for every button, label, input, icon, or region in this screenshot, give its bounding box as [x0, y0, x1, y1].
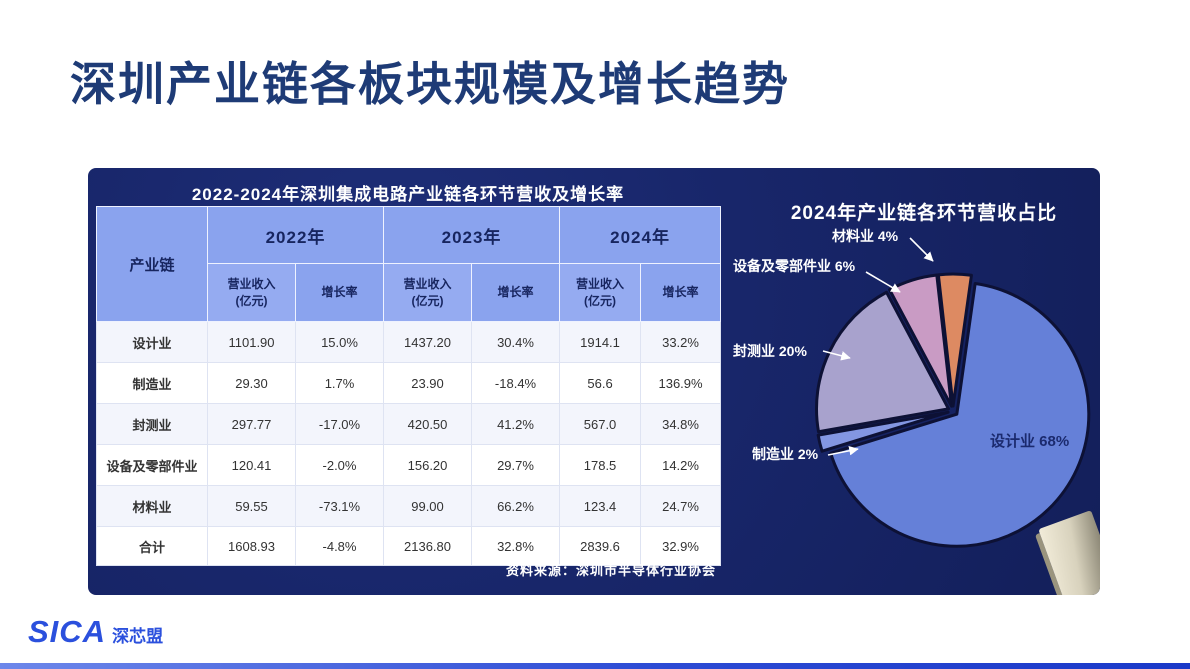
table-row-design: 设计业 1101.90 15.0% 1437.20 30.4% 1914.1 3… [96, 321, 722, 363]
cell: 制造业 [96, 362, 208, 404]
sub-header-revenue-2024: 营业收入 (亿元) [559, 263, 642, 322]
cell: 29.30 [207, 362, 296, 404]
cell: 24.7% [640, 485, 722, 527]
table-row-manufacturing: 制造业 29.30 1.7% 23.90 -18.4% 56.6 136.9% [96, 362, 722, 404]
logo-name-text: 深芯盟 [112, 627, 164, 646]
pie-label-design: 设计业 68% [990, 433, 1070, 450]
footer-logo: SICA 深芯盟 [28, 614, 163, 650]
table-row-material: 材料业 59.55 -73.1% 99.00 66.2% 123.4 24.7% [96, 485, 722, 527]
pie-label-equipment: 设备及零部件业 6% [733, 258, 856, 274]
cell: 420.50 [383, 403, 473, 445]
revenue-table: 产业链 2022年 2023年 2024年 营业收入 (亿元) 增长率 营业收入… [96, 206, 722, 566]
cell: 56.6 [559, 362, 642, 404]
cell: 32.9% [640, 526, 722, 566]
year-header-2023: 2023年 [383, 206, 561, 264]
table-row-equipment: 设备及零部件业 120.41 -2.0% 156.20 29.7% 178.5 … [96, 444, 722, 486]
cell: -73.1% [294, 485, 385, 527]
pie-label-manufacturing: 制造业 2% [752, 446, 819, 462]
cell: 封测业 [96, 403, 208, 445]
cell: 1914.1 [559, 321, 642, 363]
bottom-accent-bar [0, 663, 1190, 669]
callout-arrow-material [909, 237, 934, 262]
cell: 59.55 [207, 485, 296, 527]
year-header-2022: 2022年 [206, 206, 385, 264]
cell: 材料业 [96, 485, 208, 527]
cell: -17.0% [294, 403, 385, 445]
cell: 23.90 [383, 362, 473, 404]
cell: 567.0 [559, 403, 642, 445]
pie-slice-制造业 [816, 410, 950, 453]
cell: 合计 [96, 526, 208, 566]
col-header-chain: 产业链 [96, 206, 208, 322]
sub-header-growth-2024: 增长率 [640, 263, 722, 322]
year-header-2024: 2024年 [559, 206, 722, 264]
sub-header-growth-2022: 增长率 [294, 263, 385, 322]
cell: 14.2% [640, 444, 722, 486]
cell: 156.20 [383, 444, 473, 486]
logo-brand-text: SICA [28, 614, 107, 649]
pie-slice-设计业 [829, 282, 1091, 548]
cell: 2839.6 [559, 526, 642, 566]
cell: 15.0% [294, 321, 385, 363]
page-title: 深圳产业链各板块规模及增长趋势 [70, 58, 790, 110]
table-row-packaging: 封测业 297.77 -17.0% 420.50 41.2% 567.0 34.… [96, 403, 722, 445]
cell: 1437.20 [383, 321, 473, 363]
chart-panel: 2022-2024年深圳集成电路产业链各环节营收及增长率 产业链 2022年 2… [88, 168, 1100, 595]
cell: 99.00 [383, 485, 473, 527]
cell: -4.8% [294, 526, 385, 566]
pie-chart-title: 2024年产业链各环节营收占比 [790, 203, 1058, 224]
pie-label-packaging: 封测业 20% [733, 343, 807, 359]
table-header-row-sub: 营业收入 (亿元) 增长率 营业收入 (亿元) 增长率 营业收入 (亿元) 增长… [97, 263, 722, 322]
sub-header-revenue-2023: 营业收入 (亿元) [383, 263, 473, 322]
cell: 设备及零部件业 [96, 444, 208, 486]
cell: 1101.90 [207, 321, 296, 363]
cell: 29.7% [471, 444, 561, 486]
cell: 41.2% [471, 403, 561, 445]
pie-chart [815, 272, 1091, 548]
table-title: 2022-2024年深圳集成电路产业链各环节营收及增长率 [191, 185, 625, 204]
table-row-total: 合计 1608.93 -4.8% 2136.80 32.8% 2839.6 32… [96, 526, 722, 566]
cell: -2.0% [294, 444, 385, 486]
cell: 设计业 [96, 321, 208, 363]
cell: 33.2% [640, 321, 722, 363]
data-source-note: 资料来源：深圳市半导体行业协会 [505, 563, 716, 578]
pie-label-material: 材料业 4% [832, 228, 899, 244]
cell: 32.8% [471, 526, 561, 566]
cell: 1608.93 [207, 526, 296, 566]
cell: 178.5 [559, 444, 642, 486]
cell: 1.7% [294, 362, 385, 404]
cell: 2136.80 [383, 526, 473, 566]
cell: 66.2% [471, 485, 561, 527]
pie-slice-材料业 [936, 272, 973, 408]
cell: 297.77 [207, 403, 296, 445]
sub-header-revenue-2022: 营业收入 (亿元) [207, 263, 296, 322]
cell: 123.4 [559, 485, 642, 527]
cell: 120.41 [207, 444, 296, 486]
table-header-row-years: 产业链 2022年 2023年 2024年 [96, 206, 722, 322]
cell: 30.4% [471, 321, 561, 363]
sub-header-growth-2023: 增长率 [471, 263, 561, 322]
cell: 34.8% [640, 403, 722, 445]
cell: 136.9% [640, 362, 722, 404]
cell: -18.4% [471, 362, 561, 404]
